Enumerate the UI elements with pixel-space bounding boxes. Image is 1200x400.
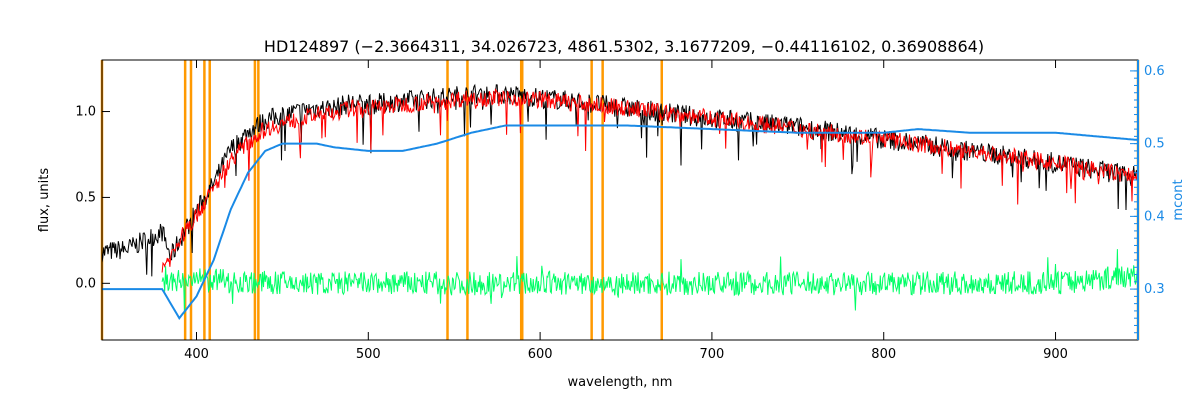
series-residual [161,249,1139,314]
y-right-tick-label: 0.6 [1144,64,1165,79]
y-right-tick-label: 0.3 [1144,282,1165,297]
y-tick-label: 0.0 [75,276,96,291]
y-axis-right: 0.3 0.4 0.5 0.6 [1130,60,1165,340]
y-right-tick-label: 0.5 [1144,137,1165,152]
y-tick-label: 0.5 [75,190,96,205]
x-axis: 400 500 600 700 800 900 [184,60,1068,362]
x-tick-label: 800 [871,347,896,362]
series-model [161,88,1139,273]
x-tick-label: 400 [184,347,209,362]
y-tick-label: 1.0 [75,105,96,120]
x-tick-label: 700 [700,347,725,362]
chart-title: HD124897 (−2.3664311, 34.026723, 4861.53… [264,37,984,56]
plot-marks [100,60,1140,340]
x-tick-label: 600 [528,347,553,362]
series-continuum [102,124,1139,320]
x-tick-label: 900 [1043,347,1068,362]
y-axis-label: flux, units [37,168,52,233]
y-right-tick-label: 0.4 [1144,209,1165,224]
x-tick-label: 500 [356,347,381,362]
y-axis-left: 0.0 0.5 1.0 [75,105,110,291]
x-axis-label: wavelength, nm [568,375,673,390]
y-axis-right-label: mcont [1171,179,1186,220]
